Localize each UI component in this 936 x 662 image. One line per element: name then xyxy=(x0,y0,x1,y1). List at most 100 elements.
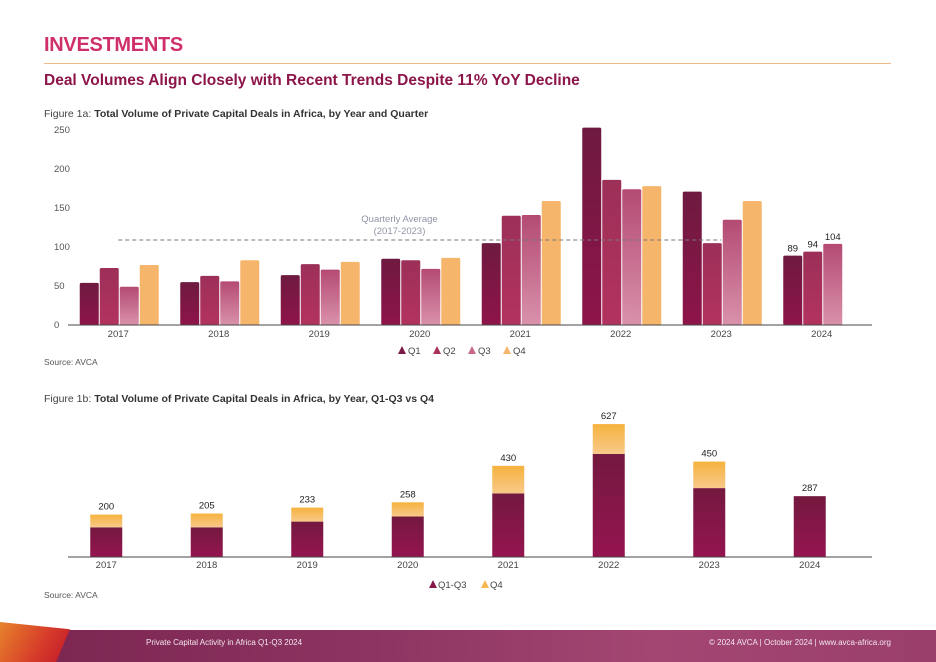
figure-1b-prefix: Figure 1b: xyxy=(44,393,95,405)
bar-q3-2019 xyxy=(320,269,340,325)
bar-q1-2023 xyxy=(682,191,702,325)
data-label: 104 xyxy=(825,232,841,243)
bar-q2-2022 xyxy=(602,179,622,325)
bar-q2-2024 xyxy=(803,251,823,325)
legend-label-q4: Q4 xyxy=(513,346,526,357)
x-tick-label: 2021 xyxy=(510,329,531,340)
figure-1a-source: Source: AVCA xyxy=(44,357,98,367)
bar-q3-2024 xyxy=(823,243,843,325)
bar-q4-2022 xyxy=(592,424,625,454)
bar-q2-2021 xyxy=(501,215,521,325)
bar-q4-2017 xyxy=(90,514,123,528)
bar-q4-2020 xyxy=(391,502,424,517)
legend-label-q1-q3: Q1-Q3 xyxy=(438,580,467,591)
total-label: 233 xyxy=(299,495,315,506)
total-label: 200 xyxy=(98,502,114,513)
x-tick-label: 2024 xyxy=(811,329,832,340)
x-tick-label: 2019 xyxy=(309,329,330,340)
legend-marker-q1 xyxy=(398,346,406,354)
x-tick-label: 2022 xyxy=(610,329,631,340)
y-tick-label: 50 xyxy=(54,281,65,292)
legend-marker-q1-q3 xyxy=(429,580,437,588)
bar-q1-q3-2021 xyxy=(492,493,525,557)
x-tick-label: 2020 xyxy=(397,560,418,571)
bar-q1-2019 xyxy=(280,275,300,325)
bar-q3-2022 xyxy=(622,189,642,325)
x-tick-label: 2019 xyxy=(297,560,318,571)
bar-q1-2022 xyxy=(582,127,602,325)
bar-q3-2023 xyxy=(722,219,742,325)
bar-q1-q3-2024 xyxy=(793,496,826,557)
data-label: 89 xyxy=(787,244,798,255)
bar-q4-2017 xyxy=(139,264,159,325)
figure-1b-caption: Figure 1b: Total Volume of Private Capit… xyxy=(44,393,434,405)
total-label: 205 xyxy=(199,501,215,512)
figure-1b-chart: 200 2017 205 2018 233 2019 258 2020 430 2021 627 20… xyxy=(68,411,872,591)
footer-logo-graphic xyxy=(0,622,70,662)
x-tick-label: 2024 xyxy=(799,560,820,571)
legend-label-q1: Q1 xyxy=(408,346,421,357)
bar-q1-2024 xyxy=(783,255,803,325)
bar-q1-2017 xyxy=(79,282,99,325)
x-tick-label: 2021 xyxy=(498,560,519,571)
bar-q1-q3-2019 xyxy=(291,521,324,557)
figure-1a-chart: 0 50 100 150 200 250 2017 2018 2019 2020 2021 2022 2… xyxy=(54,125,872,357)
bar-q3-2018 xyxy=(220,281,240,325)
bar-q1-q3-2018 xyxy=(190,527,223,557)
x-tick-label: 2023 xyxy=(711,329,732,340)
section-divider xyxy=(44,63,891,64)
bar-q3-2020 xyxy=(421,268,441,325)
bar-q1-q3-2017 xyxy=(90,527,123,557)
bar-q4-2023 xyxy=(693,461,726,489)
bar-q4-2022 xyxy=(642,186,662,325)
x-tick-label: 2018 xyxy=(208,329,229,340)
y-tick-label: 0 xyxy=(54,320,59,331)
total-label: 627 xyxy=(601,411,617,422)
bar-q4-2021 xyxy=(492,465,525,494)
bar-q1-2018 xyxy=(180,282,200,325)
bar-q4-2018 xyxy=(240,260,260,325)
bar-q4-2018 xyxy=(190,513,223,528)
figure-1b-title: Total Volume of Private Capital Deals in… xyxy=(94,393,435,405)
bar-q1-q3-2023 xyxy=(693,488,726,557)
legend-marker-q4 xyxy=(503,346,511,354)
legend-label-q2: Q2 xyxy=(443,346,456,357)
figure-1b-source: Source: AVCA xyxy=(44,590,98,600)
bar-q2-2018 xyxy=(200,275,220,325)
bar-q2-2017 xyxy=(99,268,119,325)
y-tick-label: 200 xyxy=(54,164,70,175)
figure-1a-title: Total Volume of Private Capital Deals in… xyxy=(94,108,429,120)
x-tick-label: 2022 xyxy=(598,560,619,571)
bar-q1-2020 xyxy=(381,258,401,325)
bar-q4-2020 xyxy=(441,257,461,325)
bar-q4-2019 xyxy=(340,261,360,325)
bar-q4-2023 xyxy=(742,200,762,325)
x-tick-label: 2017 xyxy=(96,560,117,571)
figure-1a-prefix: Figure 1a: xyxy=(44,108,95,120)
y-tick-label: 100 xyxy=(54,242,70,253)
x-tick-label: 2018 xyxy=(196,560,217,571)
bar-q1-q3-2022 xyxy=(592,453,625,557)
x-tick-label: 2020 xyxy=(409,329,430,340)
figure-1a-caption: Figure 1a: Total Volume of Private Capit… xyxy=(44,108,428,120)
bar-q3-2021 xyxy=(521,215,541,325)
footer-banner xyxy=(0,630,936,662)
legend-marker-q4 xyxy=(481,580,489,588)
bar-q2-2020 xyxy=(401,260,421,325)
bar-q1-q3-2020 xyxy=(391,516,424,557)
section-title: INVESTMENTS xyxy=(44,34,183,56)
footer-copyright: © 2024 AVCA | October 2024 | www.avca-af… xyxy=(709,638,891,647)
legend-marker-q2 xyxy=(433,346,441,354)
legend-label-q3: Q3 xyxy=(478,346,491,357)
y-tick-label: 150 xyxy=(54,203,70,214)
legend-marker-q3 xyxy=(468,346,476,354)
data-label: 94 xyxy=(807,240,818,251)
footer-report-title: Private Capital Activity in Africa Q1-Q3… xyxy=(146,638,303,647)
bar-q4-2019 xyxy=(291,507,324,522)
total-label: 450 xyxy=(701,449,717,460)
total-label: 287 xyxy=(802,483,818,494)
quarterly-average-period: (2017-2023) xyxy=(374,226,426,237)
headline: Deal Volumes Align Closely with Recent T… xyxy=(44,72,580,89)
bar-q3-2017 xyxy=(119,286,139,325)
y-tick-label: 250 xyxy=(54,125,70,136)
